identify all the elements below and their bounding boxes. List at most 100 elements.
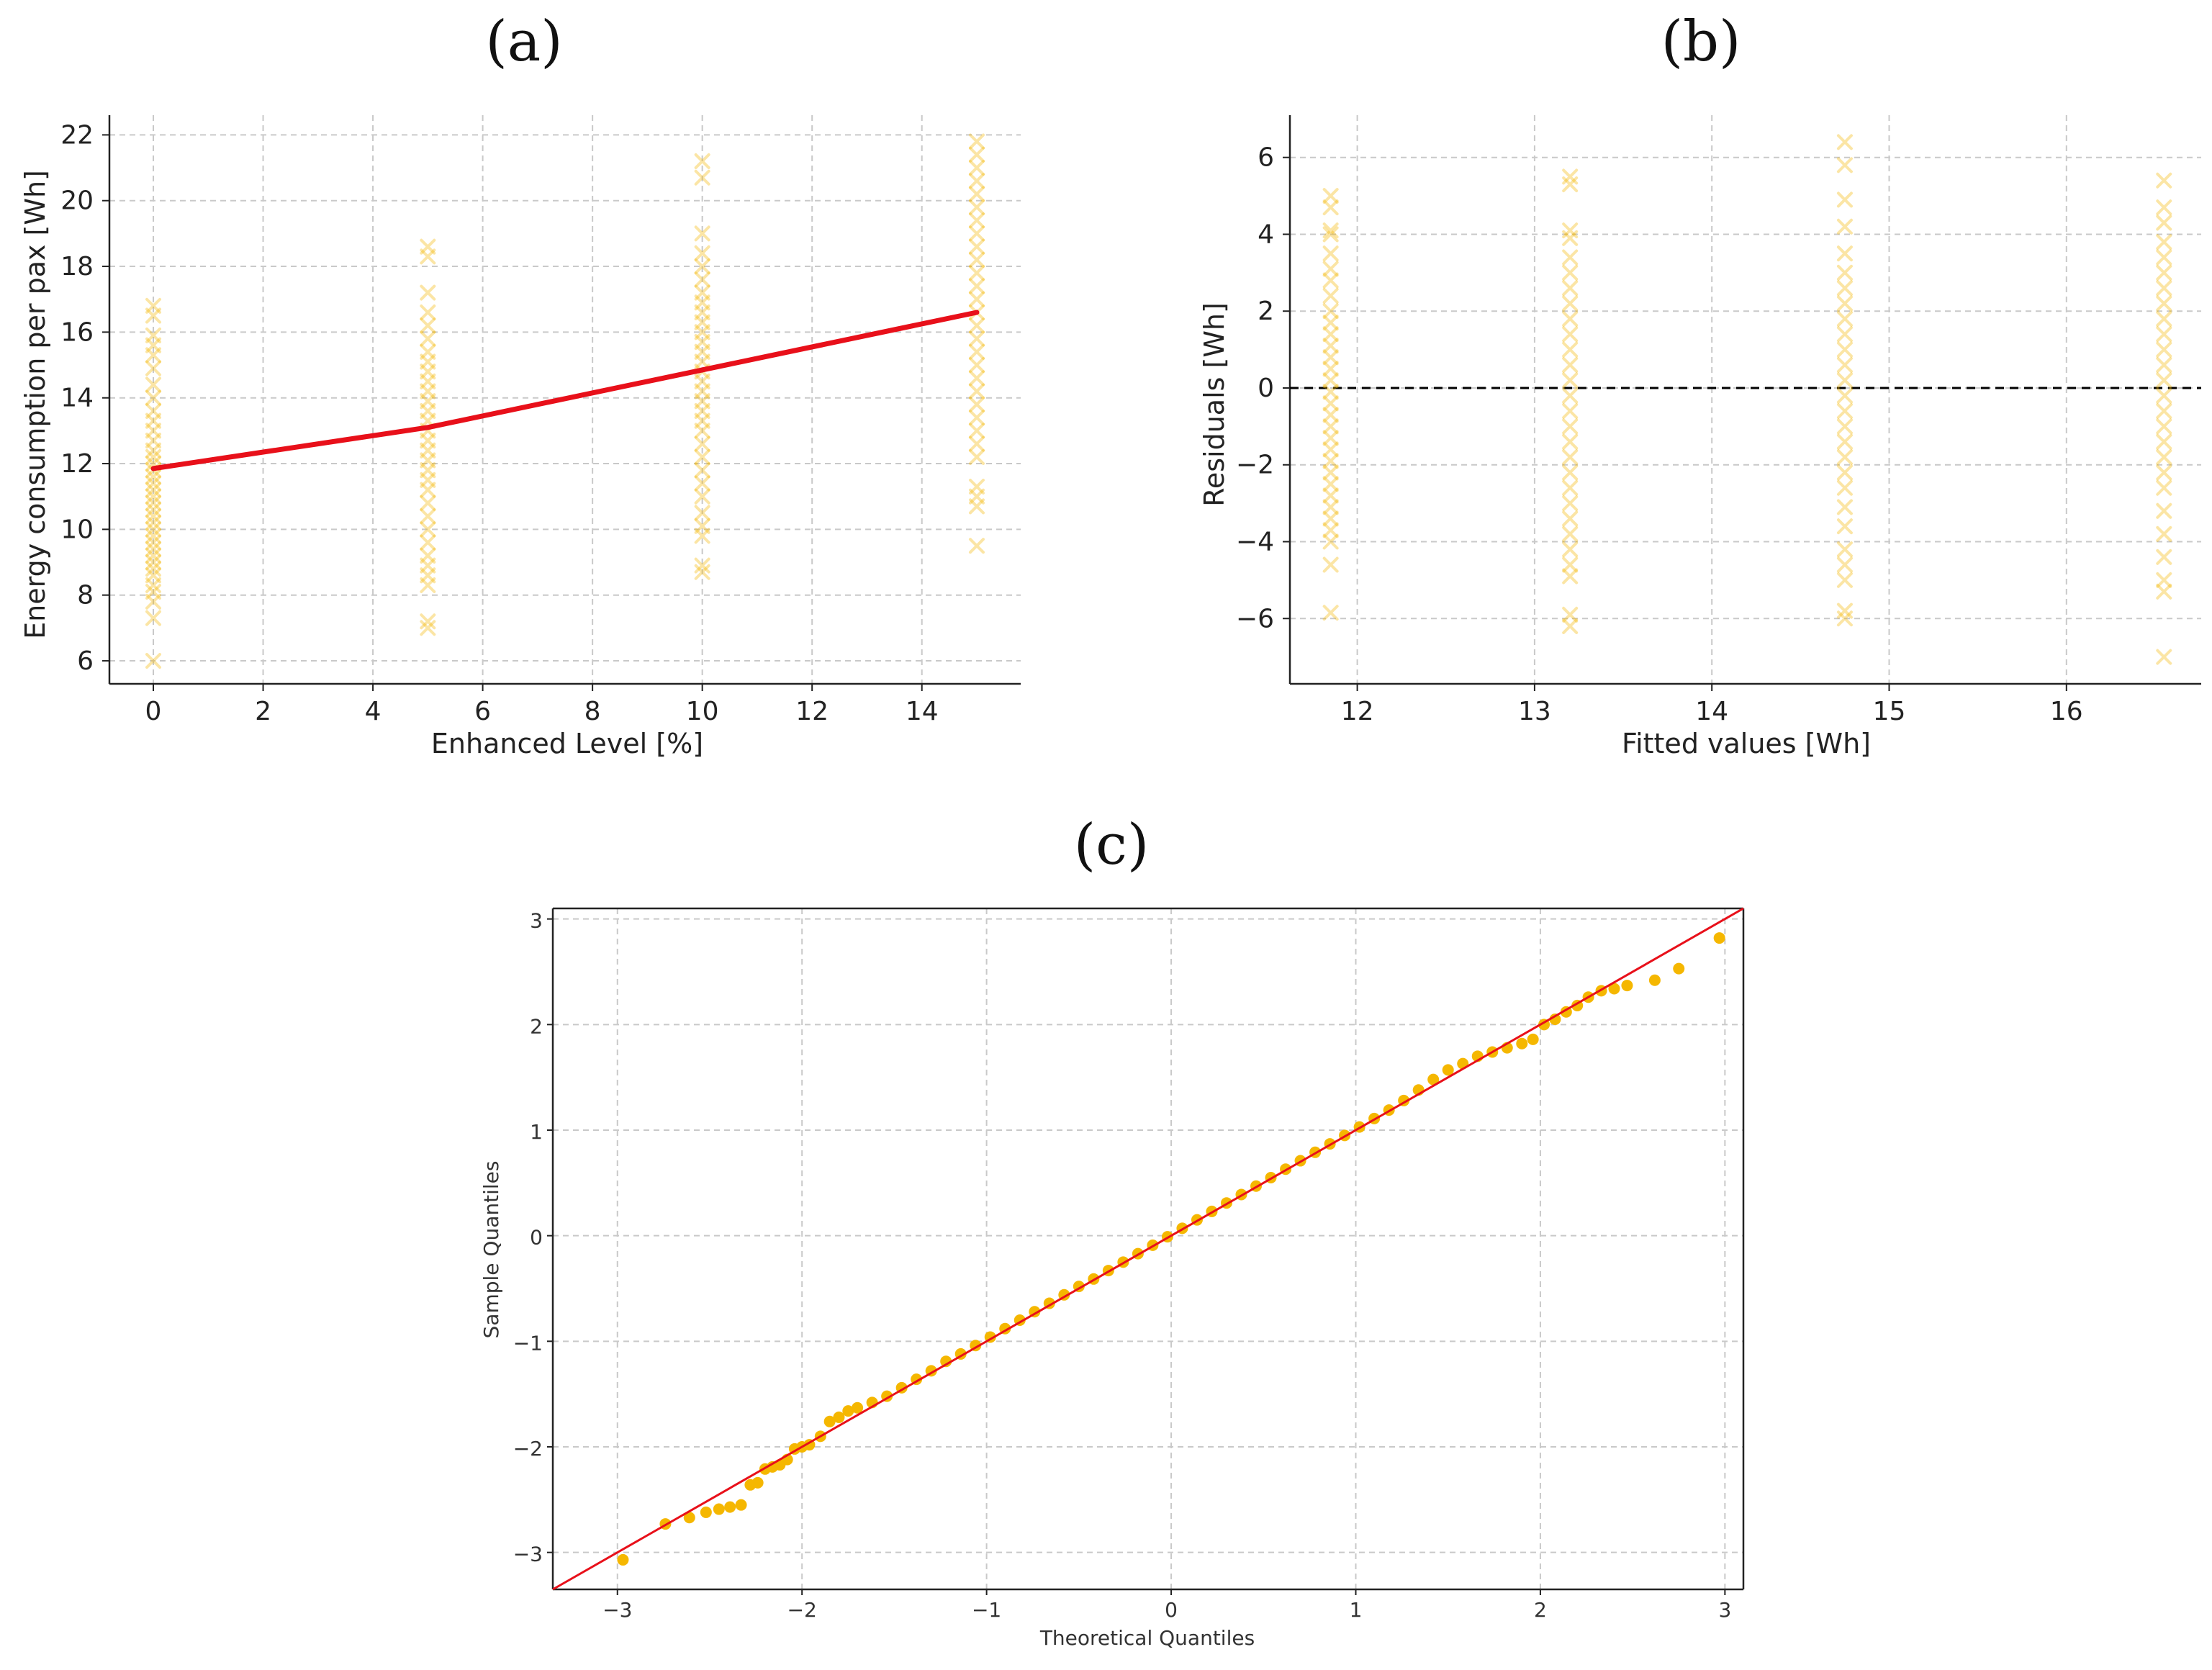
chart-b-point	[1836, 387, 1853, 404]
chart-c-point	[713, 1503, 725, 1515]
chart-a-point	[145, 515, 162, 531]
chart-a-point	[420, 567, 436, 584]
chart-c-point	[1608, 983, 1620, 995]
chart-b-point	[1562, 249, 1579, 266]
panel-a-label: (a)	[485, 9, 562, 74]
chart-b-point	[1562, 510, 1579, 527]
chart-a-ytick-label-8: 22	[60, 120, 94, 150]
chart-a-xtick-label-6: 12	[795, 697, 829, 726]
chart-a-point	[145, 528, 162, 544]
chart-b-point	[2156, 295, 2172, 312]
chart-b-point	[1836, 572, 1853, 588]
chart-b-point	[1562, 606, 1579, 623]
chart-b-point	[1836, 518, 1853, 535]
chart-b-point	[2156, 572, 2172, 588]
chart-b-point	[2156, 199, 2172, 216]
chart-a-point	[145, 482, 162, 498]
chart-c-xtick-label-0: −3	[602, 1598, 632, 1622]
chart-b-ytick-label-4: 2	[1258, 297, 1274, 326]
chart-a-point	[145, 495, 162, 511]
chart-a-point	[420, 462, 436, 479]
chart-a-point	[968, 133, 985, 150]
chart-a-point	[694, 343, 710, 360]
chart-a-point	[968, 186, 985, 202]
chart-a-ylabel: Energy consumption per pax [Wh]	[19, 170, 51, 639]
chart-b-point	[2156, 525, 2172, 542]
chart-b-point	[1322, 188, 1339, 204]
chart-b-point	[1562, 387, 1579, 404]
chart-b-point	[1322, 261, 1339, 277]
chart-b-ytick-label-1: −4	[1236, 528, 1274, 557]
chart-a-point	[968, 479, 985, 495]
chart-a-point	[420, 482, 436, 498]
chart-b-point	[1322, 338, 1339, 354]
chart-b-point	[2156, 249, 2172, 266]
chart-b-point	[1836, 541, 1853, 558]
chart-b-point	[2156, 310, 2172, 327]
chart-c-ylabel: Sample Quantiles	[479, 1161, 503, 1339]
chart-b-point	[1836, 191, 1853, 208]
chart-b-point	[1322, 361, 1339, 377]
chart-b-point	[1562, 495, 1579, 512]
chart-c-point	[940, 1355, 952, 1368]
chart-b-point	[2156, 341, 2172, 358]
chart-b-point	[1836, 464, 1853, 481]
chart-b-xtick-label-0: 12	[1341, 697, 1374, 726]
chart-b-point	[1322, 407, 1339, 423]
chart-b-point	[2156, 583, 2172, 600]
chart-a-point	[420, 521, 436, 538]
chart-b-point	[1836, 499, 1853, 515]
chart-a-point	[145, 521, 162, 538]
chart-b-point	[1836, 134, 1853, 150]
chart-b-point	[1836, 341, 1853, 358]
chart-a-xtick-label-1: 2	[255, 697, 271, 726]
chart-b-point	[1836, 310, 1853, 327]
chart-a-point	[420, 452, 436, 469]
chart-b-point	[1836, 418, 1853, 435]
chart-a-point	[694, 304, 710, 320]
chart-a-point	[694, 353, 710, 370]
chart-b-point	[1562, 618, 1579, 634]
chart-b-point	[2156, 172, 2172, 189]
chart-a-point	[420, 393, 436, 410]
chart-b-point	[1322, 441, 1339, 458]
chart-b-point	[1322, 395, 1339, 412]
chart-a-xlabel: Enhanced Level [%]	[431, 728, 703, 759]
chart-c-point	[724, 1501, 736, 1513]
panel-b: (b) 12 13 14 15 16 −6 −4 −2 0 2 4 6 Fitted values […	[1198, 9, 2201, 759]
chart-a-point	[145, 376, 162, 393]
chart-b-point	[1562, 230, 1579, 246]
chart-a-point	[145, 534, 162, 551]
chart-b-point	[1322, 499, 1339, 515]
chart-a-point	[968, 410, 985, 426]
chart-a-point	[145, 584, 162, 600]
chart-a-point	[694, 153, 710, 169]
chart-b-point	[1322, 272, 1339, 289]
chart-a-point	[968, 238, 985, 255]
chart-b-point	[1836, 157, 1853, 173]
chart-c-point	[700, 1506, 712, 1518]
chart-c-point	[1648, 974, 1661, 986]
chart-a-point	[968, 370, 985, 387]
chart-b-point	[2156, 403, 2172, 420]
chart-c-xlabel: Theoretical Quantiles	[1039, 1626, 1255, 1650]
chart-a-xtick-label-4: 8	[584, 697, 601, 726]
chart-a-point	[145, 541, 162, 557]
chart-b-point	[1562, 464, 1579, 481]
chart-a-point	[968, 396, 985, 412]
chart-a-point	[420, 304, 436, 320]
chart-a-point	[694, 475, 710, 492]
chart-a-point	[145, 389, 162, 406]
chart-a-point	[968, 488, 985, 505]
chart-b-point	[1562, 479, 1579, 496]
chart-b-point	[1562, 403, 1579, 420]
chart-b-point	[1322, 245, 1339, 262]
chart-a-point	[694, 393, 710, 410]
chart-a-point	[145, 501, 162, 518]
chart-a-point	[420, 284, 436, 301]
chart-a-point	[145, 337, 162, 353]
chart-b-point	[1322, 226, 1339, 243]
chart-b-point	[1836, 372, 1853, 389]
chart-a-point	[420, 402, 436, 419]
chart-a-point	[145, 554, 162, 571]
